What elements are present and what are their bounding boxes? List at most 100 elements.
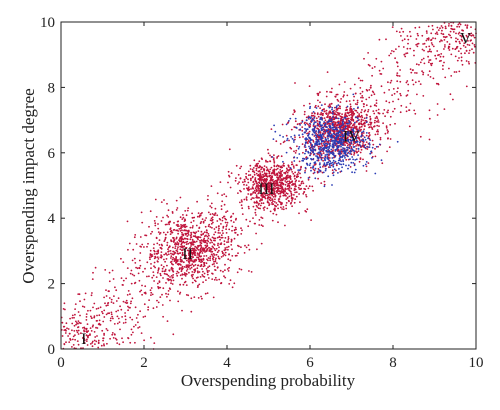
data-point bbox=[312, 130, 315, 133]
data-point bbox=[358, 127, 361, 129]
data-point bbox=[276, 191, 278, 194]
data-point bbox=[238, 268, 241, 270]
data-point bbox=[105, 295, 108, 297]
data-point bbox=[162, 216, 164, 219]
data-point bbox=[256, 165, 258, 168]
data-point bbox=[332, 149, 334, 152]
data-point bbox=[317, 177, 319, 180]
data-point bbox=[63, 343, 66, 345]
data-point bbox=[65, 341, 67, 344]
data-point bbox=[300, 181, 303, 183]
data-point bbox=[229, 279, 232, 282]
data-point bbox=[363, 110, 366, 113]
data-point bbox=[325, 95, 328, 98]
data-point bbox=[266, 188, 269, 191]
data-point bbox=[85, 313, 88, 315]
data-point bbox=[399, 92, 402, 95]
data-point bbox=[173, 260, 176, 262]
data-point bbox=[342, 129, 345, 132]
data-point bbox=[196, 237, 199, 240]
data-point bbox=[230, 172, 233, 175]
data-point bbox=[91, 317, 93, 319]
data-point bbox=[206, 248, 209, 251]
data-point bbox=[177, 220, 180, 223]
data-point bbox=[248, 270, 250, 272]
data-point bbox=[232, 221, 235, 224]
data-point bbox=[220, 256, 223, 258]
data-point bbox=[193, 259, 196, 262]
data-point bbox=[157, 223, 159, 225]
data-point bbox=[293, 126, 296, 128]
data-point bbox=[104, 302, 106, 305]
data-point bbox=[99, 306, 102, 309]
data-point bbox=[237, 182, 239, 185]
data-point bbox=[308, 126, 311, 129]
data-point bbox=[377, 119, 380, 121]
data-point bbox=[294, 180, 297, 183]
data-point bbox=[67, 335, 69, 337]
data-point bbox=[200, 221, 203, 223]
data-point bbox=[343, 134, 345, 137]
data-point bbox=[170, 279, 173, 282]
data-point bbox=[110, 301, 113, 303]
data-point bbox=[448, 43, 451, 46]
data-point bbox=[455, 47, 458, 49]
data-point bbox=[183, 241, 186, 244]
data-point bbox=[339, 128, 342, 131]
data-point bbox=[345, 139, 347, 142]
data-point bbox=[396, 74, 398, 77]
data-point bbox=[93, 339, 96, 342]
data-point bbox=[98, 314, 101, 317]
data-point bbox=[262, 173, 264, 176]
data-point bbox=[460, 56, 463, 59]
data-point bbox=[162, 277, 164, 279]
data-point bbox=[216, 279, 218, 281]
data-point bbox=[457, 50, 460, 52]
data-point bbox=[373, 104, 376, 107]
data-point bbox=[248, 248, 251, 251]
data-point bbox=[382, 122, 384, 125]
data-point bbox=[400, 27, 403, 30]
data-point bbox=[348, 114, 351, 117]
data-point bbox=[292, 113, 294, 116]
data-point bbox=[193, 271, 196, 274]
data-point bbox=[92, 271, 94, 274]
data-point bbox=[396, 72, 399, 74]
data-point bbox=[199, 244, 202, 246]
data-point bbox=[397, 87, 399, 90]
data-point bbox=[239, 201, 241, 204]
data-point bbox=[461, 34, 464, 37]
data-point bbox=[278, 172, 281, 175]
data-point bbox=[338, 141, 341, 144]
data-point bbox=[179, 283, 182, 286]
data-point bbox=[342, 135, 344, 138]
data-point bbox=[217, 232, 220, 234]
data-point bbox=[83, 330, 86, 333]
data-point bbox=[378, 143, 381, 146]
data-point bbox=[78, 293, 81, 296]
data-point bbox=[167, 216, 170, 218]
data-point bbox=[454, 55, 457, 58]
data-point bbox=[304, 210, 307, 212]
data-point bbox=[201, 218, 204, 221]
data-point bbox=[105, 313, 108, 316]
data-point bbox=[371, 146, 374, 149]
data-point bbox=[332, 159, 335, 162]
data-point bbox=[327, 113, 330, 115]
data-point bbox=[207, 277, 210, 279]
data-point bbox=[305, 130, 308, 132]
data-point bbox=[404, 55, 407, 58]
data-point bbox=[392, 50, 395, 53]
data-point bbox=[378, 125, 380, 127]
data-point bbox=[157, 252, 160, 254]
data-point bbox=[247, 186, 250, 189]
data-point bbox=[147, 242, 149, 245]
data-point bbox=[213, 278, 216, 281]
data-point bbox=[382, 112, 384, 115]
data-point bbox=[220, 205, 223, 207]
data-point bbox=[458, 31, 461, 34]
data-point bbox=[226, 210, 229, 213]
data-point bbox=[102, 339, 104, 342]
data-point bbox=[291, 137, 294, 140]
data-point bbox=[166, 320, 169, 322]
